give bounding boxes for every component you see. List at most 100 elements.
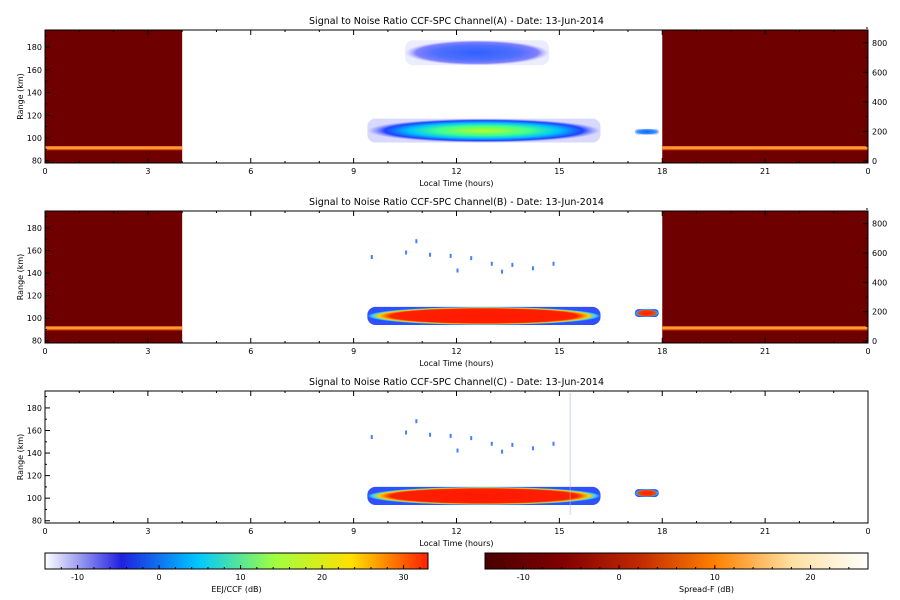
x-tick-label: 6 bbox=[248, 167, 253, 176]
chart-panel-a: 0 3 6 9 12 15 18 21 0801001201401601800200400600… bbox=[16, 16, 887, 188]
colorbar-label: EEJ/CCF (dB) bbox=[211, 585, 261, 594]
scatter-echo bbox=[370, 255, 373, 259]
x-tick-label: 21 bbox=[760, 527, 770, 536]
panel-title: Signal to Noise Ratio CCF-SPC Channel(B)… bbox=[309, 197, 604, 208]
scatter-echo bbox=[490, 441, 493, 446]
colorbar-eej-ccf: -10 0 10 20 30 EEJ/CCF (dB) bbox=[44, 552, 429, 594]
x-tick-label: 0 bbox=[42, 167, 47, 176]
scatter-echo bbox=[531, 266, 534, 271]
x-tick-label: 0 bbox=[42, 347, 47, 356]
scatter-echo bbox=[449, 253, 452, 258]
scatter-echo bbox=[552, 261, 555, 266]
y2-tick-label: 0 bbox=[872, 337, 877, 346]
spreadf-echo-line bbox=[662, 146, 868, 150]
panel-title: Signal to Noise Ratio CCF-SPC Channel(C)… bbox=[309, 377, 604, 388]
spreadf-region bbox=[45, 211, 183, 343]
x-tick-label: 3 bbox=[145, 167, 150, 176]
y-tick-label: 140 bbox=[27, 269, 42, 278]
y-tick-label: 100 bbox=[27, 494, 42, 503]
echo-region bbox=[634, 128, 659, 135]
scatter-echo bbox=[429, 252, 432, 257]
y-tick-label: 140 bbox=[27, 89, 42, 98]
scatter-echo bbox=[405, 250, 408, 255]
x-tick-label: 0 bbox=[865, 167, 870, 176]
y2-tick-label: 200 bbox=[872, 127, 887, 136]
y2-tick-label: 600 bbox=[872, 68, 887, 77]
x-tick-label: 0 bbox=[865, 527, 870, 536]
colorbar-tick-label: 20 bbox=[317, 573, 327, 582]
scatter-echo bbox=[456, 448, 459, 453]
echo-region bbox=[405, 40, 550, 66]
x-tick-label: 3 bbox=[145, 347, 150, 356]
spreadf-region bbox=[662, 211, 868, 343]
scatter-echo bbox=[449, 433, 452, 438]
scatter-echo bbox=[511, 442, 514, 447]
y2-tick-label: 200 bbox=[872, 308, 887, 317]
spreadf-region bbox=[45, 30, 183, 163]
spreadf-echo-line bbox=[662, 329, 868, 331]
x-axis-label: Local Time (hours) bbox=[419, 539, 493, 548]
x-tick-label: 6 bbox=[248, 347, 253, 356]
y-axis-label: Range (km) bbox=[16, 254, 25, 301]
y2-tick-label: 400 bbox=[872, 278, 887, 287]
echo-region bbox=[367, 306, 601, 325]
y-tick-label: 160 bbox=[27, 66, 42, 75]
scatter-echo bbox=[405, 430, 408, 435]
scatter-echo bbox=[552, 441, 555, 446]
x-tick-label: 0 bbox=[865, 347, 870, 356]
y-axis-label: Range (km) bbox=[16, 434, 25, 481]
y2-tick-label: 800 bbox=[872, 39, 887, 48]
scatter-echo bbox=[415, 419, 418, 424]
colorbar-gradient bbox=[44, 552, 429, 570]
x-tick-label: 18 bbox=[657, 347, 667, 356]
spreadf-echo-line bbox=[45, 329, 183, 331]
colorbar-tick-label: -10 bbox=[71, 573, 84, 582]
scatter-echo bbox=[501, 269, 504, 274]
colorbar-tick-label: 10 bbox=[710, 573, 720, 582]
y-tick-label: 80 bbox=[32, 337, 42, 346]
x-tick-label: 9 bbox=[351, 347, 356, 356]
scatter-echo bbox=[415, 239, 418, 244]
x-tick-label: 21 bbox=[760, 347, 770, 356]
colorbar-tick-label: 30 bbox=[398, 573, 408, 582]
colorbar-tick-label: 20 bbox=[805, 573, 815, 582]
x-tick-label: 15 bbox=[554, 527, 564, 536]
spreadf-echo-line bbox=[45, 149, 183, 151]
echo-region bbox=[634, 489, 659, 498]
echo-region bbox=[634, 309, 659, 318]
y-tick-label: 180 bbox=[27, 404, 42, 413]
y2-tick-label: 800 bbox=[872, 220, 887, 229]
y-tick-label: 140 bbox=[27, 449, 42, 458]
spreadf-echo-line bbox=[662, 326, 868, 330]
x-tick-label: 12 bbox=[451, 167, 461, 176]
x-tick-label: 9 bbox=[351, 527, 356, 536]
y-tick-label: 120 bbox=[27, 111, 42, 120]
spreadf-region bbox=[662, 30, 868, 163]
x-tick-label: 21 bbox=[760, 167, 770, 176]
spreadf-echo-line bbox=[45, 326, 183, 330]
y2-tick-label: 600 bbox=[872, 249, 887, 258]
y-tick-label: 80 bbox=[32, 517, 42, 526]
scatter-echo bbox=[470, 256, 473, 261]
x-tick-label: 18 bbox=[657, 527, 667, 536]
y-tick-label: 160 bbox=[27, 426, 42, 435]
x-tick-label: 3 bbox=[145, 527, 150, 536]
y2-tick-label: 400 bbox=[872, 98, 887, 107]
scatter-echo bbox=[456, 268, 459, 273]
y-axis-label: Range (km) bbox=[16, 73, 25, 120]
x-tick-label: 9 bbox=[351, 167, 356, 176]
y-tick-label: 120 bbox=[27, 292, 42, 301]
y-tick-label: 120 bbox=[27, 472, 42, 481]
x-tick-label: 6 bbox=[248, 527, 253, 536]
scatter-echo bbox=[370, 435, 373, 439]
colorbar-spread-f: -10 0 10 20 Spread-F (dB) bbox=[484, 552, 869, 594]
colorbar-tick-label: 0 bbox=[617, 573, 622, 582]
x-tick-label: 12 bbox=[451, 347, 461, 356]
colorbar-tick-label: -10 bbox=[517, 573, 530, 582]
y-tick-label: 100 bbox=[27, 134, 42, 143]
scatter-echo bbox=[511, 262, 514, 267]
spreadf-echo-line bbox=[45, 146, 183, 150]
panel-title: Signal to Noise Ratio CCF-SPC Channel(A)… bbox=[309, 16, 604, 27]
